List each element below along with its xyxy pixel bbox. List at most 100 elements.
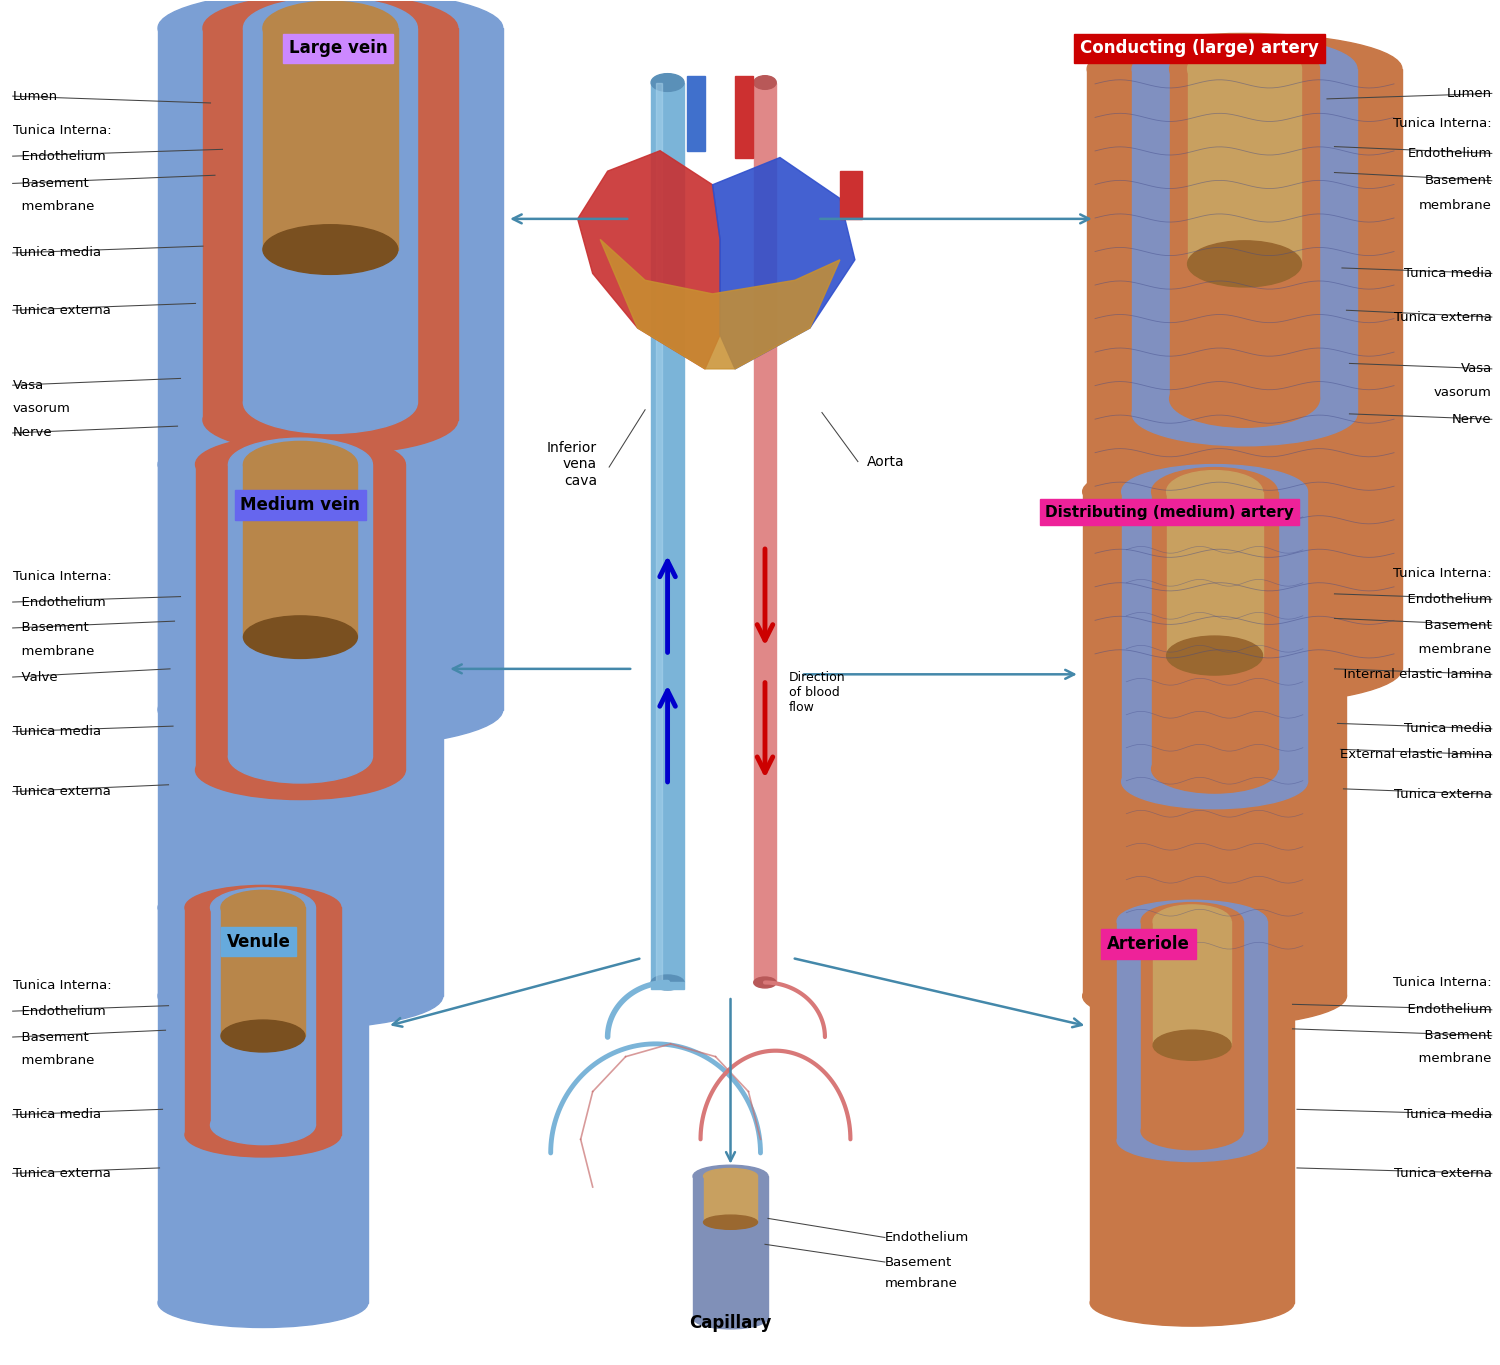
Polygon shape	[753, 82, 776, 983]
Polygon shape	[578, 150, 720, 369]
Ellipse shape	[184, 1112, 340, 1158]
Ellipse shape	[1132, 37, 1358, 101]
Ellipse shape	[202, 0, 458, 63]
Ellipse shape	[1170, 370, 1320, 427]
Ellipse shape	[1083, 461, 1347, 521]
Ellipse shape	[1154, 1031, 1232, 1061]
Ellipse shape	[158, 672, 503, 748]
Polygon shape	[1152, 491, 1278, 768]
Text: Tunica media: Tunica media	[12, 247, 100, 259]
Polygon shape	[184, 908, 340, 1134]
Text: Endothelium: Endothelium	[12, 1005, 105, 1018]
Text: Direction
of blood
flow: Direction of blood flow	[789, 670, 846, 714]
Text: Distributing (medium) artery: Distributing (medium) artery	[1046, 505, 1294, 520]
Polygon shape	[195, 464, 405, 770]
Text: membrane: membrane	[12, 201, 94, 213]
Ellipse shape	[1152, 468, 1278, 516]
Polygon shape	[1132, 68, 1358, 414]
Polygon shape	[651, 983, 684, 990]
Text: Tunica externa: Tunica externa	[12, 1167, 111, 1179]
Ellipse shape	[753, 977, 776, 988]
Polygon shape	[693, 1177, 768, 1319]
Text: Internal elastic lamina: Internal elastic lamina	[1335, 667, 1492, 681]
Polygon shape	[1170, 68, 1320, 399]
Polygon shape	[712, 157, 855, 369]
Ellipse shape	[1142, 902, 1244, 939]
Ellipse shape	[243, 616, 357, 658]
Polygon shape	[840, 171, 862, 218]
Text: Tunica externa: Tunica externa	[12, 785, 111, 799]
Ellipse shape	[210, 1106, 315, 1145]
Text: Tunica Interna:: Tunica Interna:	[1394, 976, 1492, 990]
Polygon shape	[687, 75, 705, 150]
Ellipse shape	[228, 730, 372, 784]
Text: Basement: Basement	[885, 1256, 952, 1268]
Polygon shape	[158, 464, 442, 996]
Text: External elastic lamina: External elastic lamina	[1340, 748, 1492, 762]
Polygon shape	[1118, 921, 1268, 1141]
Ellipse shape	[1188, 44, 1302, 94]
Text: vasorum: vasorum	[1434, 385, 1492, 399]
Ellipse shape	[243, 441, 357, 487]
Ellipse shape	[158, 1279, 368, 1328]
Polygon shape	[1083, 491, 1347, 996]
Ellipse shape	[1142, 1112, 1244, 1149]
Text: Venule: Venule	[226, 932, 291, 950]
Ellipse shape	[704, 1168, 758, 1183]
Text: Basement: Basement	[12, 1031, 88, 1043]
Text: Tunica externa: Tunica externa	[1394, 788, 1492, 801]
Text: Nerve: Nerve	[1452, 412, 1492, 426]
Ellipse shape	[158, 431, 442, 497]
Text: Tunica media: Tunica media	[1404, 1108, 1492, 1121]
Text: vasorum: vasorum	[12, 401, 70, 415]
Polygon shape	[262, 27, 398, 250]
Polygon shape	[1088, 68, 1402, 669]
Text: Endothelium: Endothelium	[12, 150, 105, 162]
Polygon shape	[1154, 921, 1232, 1046]
Text: Basement: Basement	[1425, 175, 1492, 187]
Text: Vasa: Vasa	[12, 378, 44, 392]
Polygon shape	[210, 908, 315, 1125]
Text: Arteriole: Arteriole	[1107, 935, 1190, 953]
Text: Tunica media: Tunica media	[12, 725, 100, 738]
Text: Tunica Interna:: Tunica Interna:	[12, 979, 111, 992]
Text: Basement: Basement	[12, 177, 88, 190]
Ellipse shape	[1088, 633, 1402, 704]
Text: Basement: Basement	[1416, 1029, 1492, 1041]
Polygon shape	[735, 75, 753, 157]
Ellipse shape	[1083, 966, 1347, 1026]
Text: Endothelium: Endothelium	[1400, 592, 1492, 606]
Text: Inferior
vena
cava: Inferior vena cava	[548, 441, 597, 487]
Text: Tunica media: Tunica media	[12, 1108, 100, 1121]
Text: Capillary: Capillary	[690, 1314, 771, 1332]
Ellipse shape	[693, 1166, 768, 1188]
Ellipse shape	[220, 1020, 304, 1052]
Text: Basement: Basement	[12, 621, 88, 635]
Text: Tunica externa: Tunica externa	[12, 304, 111, 317]
Text: Medium vein: Medium vein	[240, 497, 360, 515]
Polygon shape	[600, 239, 840, 369]
Polygon shape	[1090, 921, 1294, 1304]
Polygon shape	[228, 464, 372, 756]
Text: Tunica Interna:: Tunica Interna:	[1394, 566, 1492, 580]
Ellipse shape	[651, 975, 684, 990]
Ellipse shape	[1167, 636, 1263, 676]
Text: Endothelium: Endothelium	[12, 595, 105, 609]
Ellipse shape	[158, 0, 503, 66]
Text: Large vein: Large vein	[288, 40, 387, 57]
Ellipse shape	[651, 74, 684, 91]
Polygon shape	[1142, 921, 1244, 1132]
Polygon shape	[656, 82, 662, 983]
Ellipse shape	[195, 435, 405, 494]
Ellipse shape	[1118, 1119, 1268, 1162]
Ellipse shape	[1118, 901, 1268, 942]
Text: Tunica media: Tunica media	[1404, 268, 1492, 280]
Ellipse shape	[262, 225, 398, 274]
Text: Tunica externa: Tunica externa	[1394, 1167, 1492, 1179]
Polygon shape	[158, 27, 503, 710]
Text: Tunica Interna:: Tunica Interna:	[12, 124, 111, 136]
Polygon shape	[202, 27, 458, 420]
Text: membrane: membrane	[1419, 199, 1492, 212]
Ellipse shape	[1170, 41, 1320, 97]
Ellipse shape	[220, 890, 304, 924]
